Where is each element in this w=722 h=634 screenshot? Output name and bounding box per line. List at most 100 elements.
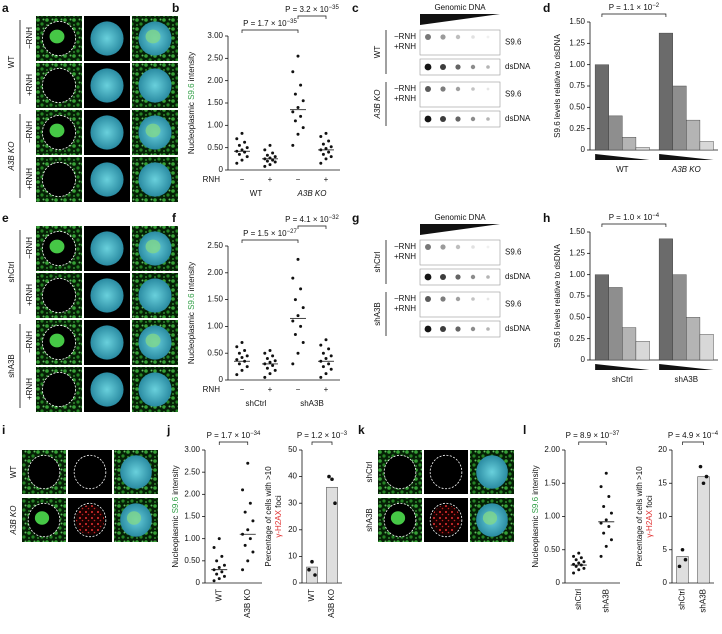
p-value-exp: −4: [711, 431, 719, 437]
group-label: A3B KO: [297, 189, 327, 198]
nucleus: [90, 325, 124, 360]
blot-label: dsDNA: [505, 324, 531, 333]
data-dot: [609, 538, 613, 542]
bar: [594, 64, 609, 151]
data-dot: [293, 119, 297, 123]
nucleus-outline: [42, 324, 76, 360]
panel-letter: l: [523, 423, 526, 437]
data-dot: [243, 510, 247, 514]
x-tick-label: −: [296, 385, 301, 394]
data-dot: [245, 365, 249, 369]
blot-dot: [470, 116, 476, 122]
data-dot: [237, 362, 241, 366]
y-axis-label: Nucleoplasmic S9.6 intensity: [531, 465, 540, 567]
p-value-exp: −34: [250, 431, 261, 437]
dilution-wedge: [420, 224, 500, 235]
p-value-base: P = 8.9 × 10: [566, 431, 610, 440]
nucleus-outline: [27, 454, 61, 490]
data-dot: [212, 579, 216, 583]
p-value-base: P = 1.7 × 10: [243, 19, 287, 28]
bar: [658, 32, 673, 151]
blot-dot: [486, 275, 490, 279]
nucleolus-signal: [49, 333, 65, 348]
row-label: −RNH: [25, 237, 34, 259]
panel-letter: d: [543, 1, 550, 15]
panel-letter: g: [352, 211, 359, 225]
blot-label: S9.6: [505, 300, 522, 309]
data-dot: [577, 561, 581, 565]
blot-dot: [470, 64, 476, 70]
y-tick-label: 3.00: [207, 31, 223, 40]
group-label: shCtrl: [246, 399, 267, 408]
blot-dot: [455, 296, 461, 302]
group-label: WT: [250, 189, 263, 198]
y-axis-label-part: Nucleoplasmic: [187, 100, 196, 154]
y-tick-label: 0: [581, 355, 586, 364]
y-tick-label: 0.50: [569, 102, 585, 111]
y-tick-label: 1.00: [207, 322, 223, 331]
y-tick-label: 5: [663, 545, 668, 554]
data-dot: [271, 158, 275, 162]
x-axis-label: RNH: [203, 385, 221, 394]
blot-dot: [440, 296, 446, 302]
bar: [635, 341, 650, 361]
data-dot: [329, 354, 333, 358]
nucleus: [42, 278, 76, 313]
data-dot: [246, 528, 250, 532]
p-bracket: [297, 15, 327, 19]
data-dot: [572, 571, 576, 575]
data-dot: [602, 505, 606, 509]
group-label: WT: [373, 46, 382, 59]
bar: [676, 556, 689, 584]
y-tick-label: 1.25: [569, 38, 585, 47]
y-axis-label-part: foci: [274, 495, 283, 510]
panel-letter: h: [543, 211, 550, 225]
data-dot: [263, 164, 267, 168]
nucleus-outline: [42, 230, 76, 266]
y-tick-label: 0.50: [207, 348, 223, 357]
blot-dot: [440, 274, 446, 280]
y-tick-label: 1.00: [184, 534, 200, 543]
row-label: −RNH: [25, 331, 34, 353]
nucleus-outline: [27, 502, 61, 538]
y-axis-label-part: S9.6: [187, 293, 196, 310]
bar: [672, 274, 687, 361]
p-bracket: [682, 441, 704, 445]
bar: [686, 317, 701, 361]
dilution-wedge: [595, 154, 650, 160]
y-axis-label-part: intensity: [171, 465, 180, 497]
dilution-wedge: [420, 14, 500, 25]
row-label: +RNH: [25, 378, 34, 400]
data-dot: [291, 143, 295, 147]
nucleolus-signal: [482, 511, 498, 525]
category-label: A3B KO: [671, 165, 701, 174]
data-dot: [217, 565, 221, 569]
nucleus-outline: [42, 20, 76, 57]
blot-dot: [424, 115, 432, 123]
p-value: P = 1.7 × 10−35: [243, 19, 297, 29]
data-dot: [330, 477, 334, 482]
y-tick-label: 2.00: [207, 76, 223, 85]
data-dot: [301, 99, 305, 103]
p-value: P = 3.2 × 10−35: [285, 5, 339, 15]
data-dot: [299, 287, 303, 291]
x-tick-label: −: [240, 175, 245, 184]
y-tick-label: 0.50: [207, 143, 223, 152]
data-dot: [582, 560, 586, 564]
nucleus: [138, 68, 172, 103]
data-dot: [220, 554, 224, 558]
nucleus: [476, 455, 508, 489]
x-tick-label: WT: [214, 589, 223, 602]
y-tick-label: 2.00: [184, 489, 200, 498]
x-tick-label: −: [240, 385, 245, 394]
y-tick-label: 0.50: [184, 556, 200, 565]
data-dot: [319, 343, 323, 347]
data-dot: [291, 110, 295, 114]
group-label: shA3B: [300, 399, 324, 408]
group-label: A3B KO: [373, 90, 382, 120]
y-tick-label: 2.00: [207, 268, 223, 277]
y-axis-label: Nucleoplasmic S9.6 intensity: [187, 52, 196, 154]
nucleolus-signal: [49, 29, 65, 44]
y-tick-label: 1.00: [569, 270, 585, 279]
